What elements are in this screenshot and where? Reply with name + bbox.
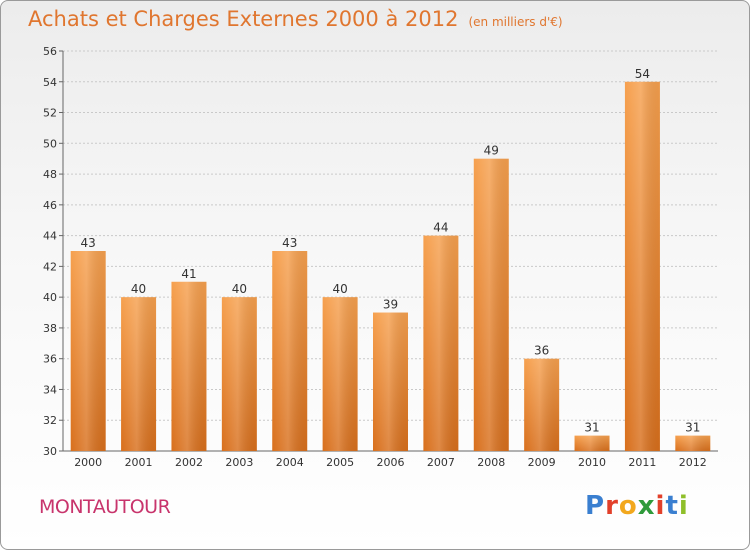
bar-shine [473,158,509,451]
y-tick-label: 48 [43,168,57,181]
bar-value-label: 43 [81,236,96,250]
bar-shine [574,435,610,451]
bar-shine [171,281,207,451]
y-tick-label: 56 [43,45,57,58]
bar-value-label: 41 [181,267,196,281]
bar-value-label: 49 [484,144,499,158]
bar-shine [322,297,358,451]
y-tick-label: 50 [43,137,57,150]
bar-shine [624,81,660,452]
y-tick-label: 42 [43,260,57,273]
bar-shine [70,251,106,451]
place-name: MONTAUTOUR [39,496,171,518]
logo-letter: P [585,491,606,521]
bar-value-label: 31 [584,421,599,435]
bar-value-label: 40 [232,282,247,296]
title-text: Achats et Charges Externes 2000 à 2012 [28,7,459,31]
logo-letter: i [655,491,666,521]
logo-letter: o [618,491,638,521]
x-tick-label: 2009 [528,456,556,469]
unit-text: (en milliers d'€) [468,15,563,29]
y-tick-label: 32 [43,414,57,427]
y-tick-label: 38 [43,322,57,335]
logo-letter: r [605,491,619,521]
bar-value-label: 39 [383,298,398,312]
y-tick-label: 36 [43,353,57,366]
proxiti-logo: Proxiti [585,491,689,521]
logo-letter: x [637,491,656,521]
x-tick-label: 2012 [679,456,707,469]
x-tick-label: 2007 [427,456,455,469]
x-tick-label: 2002 [175,456,203,469]
x-tick-label: 2008 [477,456,505,469]
y-tick-label: 34 [43,383,57,396]
bar-value-label: 40 [332,282,347,296]
y-tick-label: 52 [43,107,57,120]
x-tick-label: 2010 [578,456,606,469]
bar-shine [373,312,408,451]
y-tick-label: 40 [43,291,57,304]
bar-value-label: 44 [433,221,448,235]
y-tick-label: 44 [43,230,57,243]
logo-letter: t [665,491,679,521]
bar-shine [524,358,560,451]
bar-value-label: 36 [534,344,549,358]
y-tick-label: 30 [43,445,57,458]
y-tick-label: 54 [43,76,57,89]
bar-value-label: 43 [282,236,297,250]
bar-shine [675,435,711,451]
bar-value-label: 31 [685,421,700,435]
bar-value-label: 40 [131,282,146,296]
x-tick-label: 2006 [377,456,405,469]
x-tick-label: 2011 [628,456,656,469]
y-tick-label: 46 [43,199,57,212]
bar-value-label: 54 [635,67,650,81]
bar-shine [423,235,459,451]
bar-shine [272,251,308,451]
x-tick-label: 2005 [326,456,354,469]
chart-title: Achats et Charges Externes 2000 à 2012 (e… [28,7,563,31]
logo-letter: i [678,491,689,521]
x-tick-label: 2003 [225,456,253,469]
x-tick-label: 2001 [125,456,153,469]
x-tick-label: 2000 [74,456,102,469]
bar-shine [121,297,157,451]
bar-shine [221,297,257,451]
x-tick-label: 2004 [276,456,304,469]
